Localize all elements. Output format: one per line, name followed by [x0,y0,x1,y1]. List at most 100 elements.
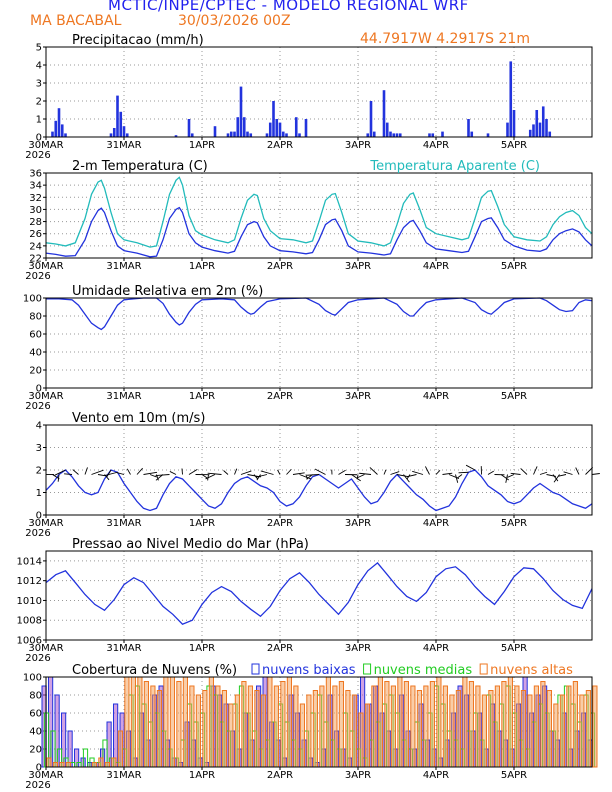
x-year-label: 2026 [25,271,50,282]
panel-frame [45,550,593,641]
x-tick-label: 1APR [189,391,215,402]
precip-bar [382,90,386,137]
wind-arrow [520,468,528,475]
x-tick-label: 30MAR [28,518,63,529]
x-year-label: 2026 [25,653,50,664]
wind-panel: 0 1 2 3 4 30MAR 31MAR 1APR 2APR 3APR 4APR 5APR 2026 V… [25,411,600,539]
y-tick-label: 32 [29,193,42,204]
y-tick-label: 60 [29,709,42,720]
panel-frame [45,676,593,768]
precip-bar [109,133,113,137]
cloud-bar-nuvens-altas [195,694,202,768]
precip-bar [298,133,301,137]
x-tick-label: 1APR [189,140,215,151]
wind-arrow [407,474,417,478]
wind-arrow [396,474,409,478]
wind-arrow [591,473,600,475]
cloud-bar-nuvens-altas [364,703,370,768]
cloud-bar-nuvens-altas [390,685,396,768]
wind-arrow [456,474,463,479]
cloud-bar-nuvens-altas [345,690,351,768]
y-tick-label: 4 [36,421,42,432]
cloud-bar-nuvens-altas [475,685,481,768]
precip-bar [278,122,282,137]
cloud-bar-nuvens-altas [462,676,468,768]
y-tick-label: 0 [36,384,42,395]
cloud-bar-nuvens-altas [332,685,338,768]
y-tick-label: 0 [36,763,42,774]
y-tick-label: 0 [36,133,42,144]
cloud-bar-nuvens-altas [351,694,357,768]
precip-bar [470,131,474,137]
wind-arrow [240,470,252,475]
precip-bar [545,119,548,137]
cloud-bar-nuvens-altas [338,681,344,768]
wind-arrow [64,473,73,475]
x-tick-label: 4APR [423,518,449,529]
cloud-bar-nuvens-altas [371,685,377,768]
x-tick-label: 1APR [189,770,215,781]
precip-bar [532,124,535,137]
precip-bar [213,126,217,137]
precip-bar [119,111,123,137]
cloud-bar-nuvens-altas [215,685,221,768]
wind-arrow [442,472,453,475]
x-tick-label: 31MAR [106,643,141,654]
cloud-bar-nuvens-altas [540,681,546,768]
cloud-bar-nuvens-altas [273,685,279,768]
wind-arrow [458,471,469,474]
cloud-legend-swatch [251,663,260,675]
cloud-bar-nuvens-altas [260,694,266,768]
cloud-bar-nuvens-altas [585,690,591,768]
cloud-bar-nuvens-altas [189,685,195,768]
y-tick-label: 5 [36,43,42,54]
cloud-bar-nuvens-altas [182,676,189,768]
wind-arrow [91,469,104,475]
x-tick-label: 3APR [345,643,371,654]
x-tick-label: 5APR [501,770,527,781]
y-tick-label: 100 [23,294,42,305]
precip-bar [281,131,285,137]
x-tick-label: 4APR [423,391,449,402]
precip-bar [441,131,444,137]
precip-bar [372,131,376,137]
cloud-bar-nuvens-altas [507,676,513,768]
cloud-bar-nuvens-altas [312,690,318,768]
cloud-bar-nuvens-altas [156,690,163,768]
wind-arrow [307,474,320,476]
wind-arrow [552,474,559,482]
y-tick-label: 36 [29,169,42,180]
precip-bar [112,128,116,137]
cloud-bar-nuvens-altas [468,681,474,768]
wind-arrow [234,468,238,475]
cloud-bar-nuvens-altas [91,762,98,768]
wind-arrow [223,470,229,475]
precip-bar [389,131,392,137]
x-tick-label: 3APR [345,140,371,151]
precip-bar [467,119,470,137]
cloud-bar-nuvens-altas [325,676,331,768]
precip-bar [246,131,249,137]
pressure-panel: 1006 1008 1010 1012 1014 30MAR 31MAR 1APR 2APR 3A… [17,537,593,664]
y-tick-label: 34 [29,181,42,192]
x-tick-label: 5APR [501,391,527,402]
x-tick-label: 3APR [345,261,371,272]
precip-bar [125,133,129,137]
panel-frame [45,424,593,516]
cloud-bar-nuvens-altas [403,681,409,768]
cloud-bar-nuvens-altas [137,676,143,768]
wind-arrow [500,474,509,481]
x-tick-label: 2APR [267,518,293,529]
wind-arrow [256,474,261,481]
cloud-bar-nuvens-altas [176,681,182,768]
cloud-legend-label: nuvens baixas [262,663,356,678]
y-tick-label: 1 [36,488,42,499]
cloud-bar-nuvens-altas [566,685,572,768]
wind-arrow [299,474,312,480]
precip-bar [548,131,552,137]
x-tick-label: 5APR [501,140,527,151]
precip-bar [509,61,513,137]
precip-bar [528,129,532,137]
